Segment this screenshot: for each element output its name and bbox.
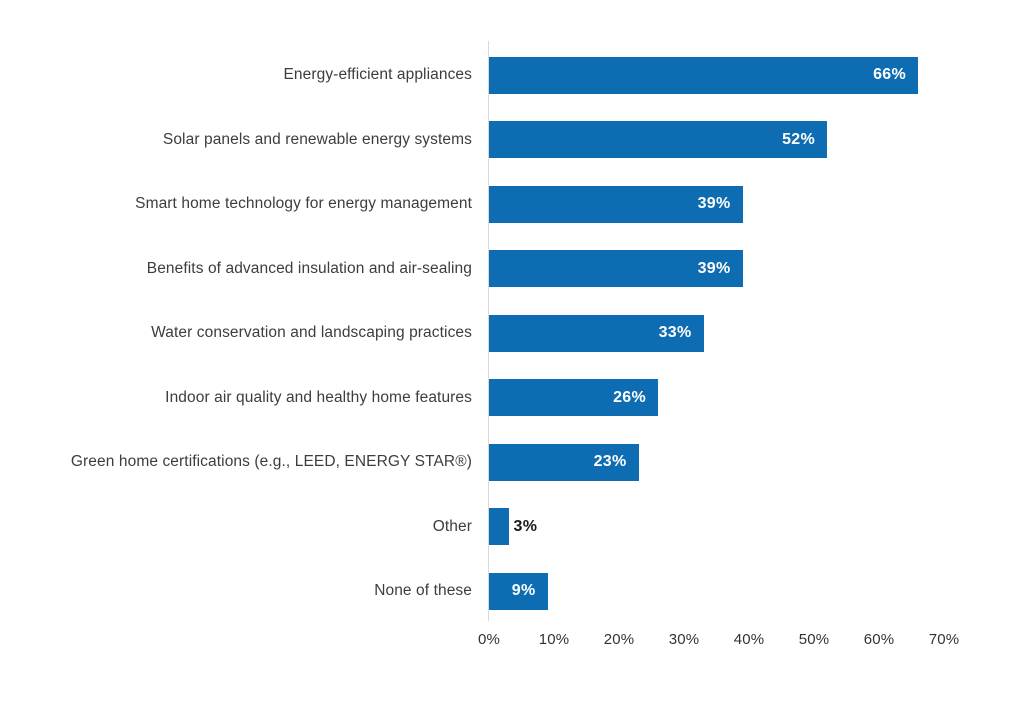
category-label: Benefits of advanced insulation and air-… — [146, 259, 472, 277]
bar-row: Smart home technology for energy managem… — [0, 172, 1024, 237]
value-label: 23% — [593, 453, 627, 471]
x-tick-label: 40% — [733, 631, 765, 648]
category-label: None of these — [374, 582, 472, 600]
value-label: 39% — [697, 195, 731, 213]
value-label: 3% — [513, 517, 538, 535]
bar-row: Water conservation and landscaping pract… — [0, 301, 1024, 366]
value-label: 66% — [873, 66, 906, 84]
bar-rows: Energy-efficient appliances 66% Solar pane… — [0, 43, 1024, 624]
y-axis-baseline — [488, 41, 489, 621]
bar: 52% — [489, 121, 827, 159]
bar-track: 52% — [489, 121, 959, 159]
value-label: 52% — [782, 130, 815, 148]
bar-track: 33% — [489, 314, 959, 352]
bar-track: 26% — [489, 379, 959, 417]
bar-track: 39% — [489, 185, 959, 223]
bar: 9% — [489, 572, 548, 610]
x-tick-label: 60% — [863, 631, 895, 648]
bar-track: 39% — [489, 250, 959, 288]
bar — [489, 508, 509, 546]
category-label: Energy-efficient appliances — [283, 66, 472, 84]
bar: 33% — [489, 314, 704, 352]
value-label: 39% — [697, 259, 731, 277]
category-label: Other — [432, 517, 472, 535]
category-label: Water conservation and landscaping pract… — [151, 324, 472, 342]
x-tick-label: 30% — [668, 631, 700, 648]
x-tick-label: 50% — [798, 631, 830, 648]
bar: 66% — [489, 56, 918, 94]
bar: 26% — [489, 379, 658, 417]
x-axis-ticks: 0% 10% 20% 30% 40% 50% 60% 70% — [478, 631, 959, 651]
bar-row: Benefits of advanced insulation and air-… — [0, 237, 1024, 302]
category-label: Smart home technology for energy managem… — [135, 195, 472, 213]
bar-row: Green home certifications (e.g., LEED, E… — [0, 430, 1024, 495]
bar: 23% — [489, 443, 639, 481]
x-tick-label: 10% — [538, 631, 570, 648]
value-label: 33% — [658, 324, 692, 342]
x-tick-label: 70% — [928, 631, 960, 648]
bar-row: Other 3% — [0, 495, 1024, 560]
category-label: Indoor air quality and healthy home feat… — [165, 388, 472, 406]
x-tick-label: 0% — [477, 631, 501, 648]
bar: 39% — [489, 250, 743, 288]
bar-row: Solar panels and renewable energy system… — [0, 108, 1024, 173]
bar-track: 3% — [489, 508, 959, 546]
category-label: Green home certifications (e.g., LEED, E… — [70, 453, 472, 471]
value-label: 9% — [511, 582, 536, 600]
bar: 39% — [489, 185, 743, 223]
bar-row: Energy-efficient appliances 66% — [0, 43, 1024, 108]
bar-track: 23% — [489, 443, 959, 481]
bar-track: 66% — [489, 56, 959, 94]
bar-track: 9% — [489, 572, 959, 610]
category-label: Solar panels and renewable energy system… — [162, 130, 472, 148]
bar-row: Indoor air quality and healthy home feat… — [0, 366, 1024, 431]
bar-row: None of these 9% — [0, 559, 1024, 624]
x-tick-label: 20% — [603, 631, 635, 648]
value-label: 26% — [613, 388, 646, 406]
